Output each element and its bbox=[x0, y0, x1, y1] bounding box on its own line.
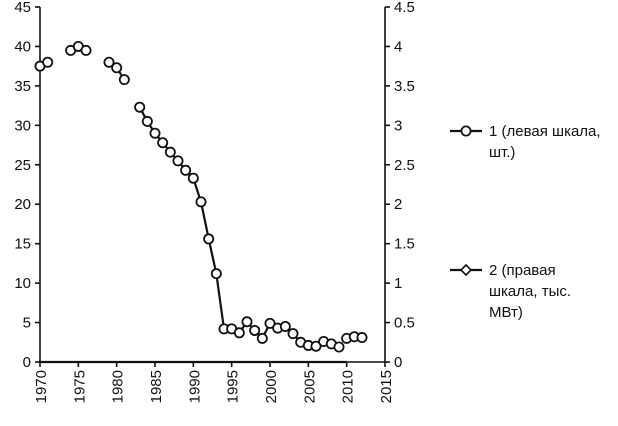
y-left-tick-label: 20 bbox=[14, 196, 31, 213]
series-1-point bbox=[149, 127, 161, 139]
x-tick-label: 2000 bbox=[263, 370, 280, 403]
y-left-tick-label: 0 bbox=[23, 354, 31, 371]
series-1-point bbox=[241, 316, 253, 328]
series-1-point bbox=[180, 164, 192, 176]
legend-label: 2 (правая bbox=[489, 262, 556, 279]
series-1-point bbox=[210, 268, 222, 280]
series-1-point bbox=[42, 56, 54, 68]
x-tick-label: 1985 bbox=[148, 370, 165, 403]
x-tick-label: 2015 bbox=[378, 370, 395, 403]
series-1-point bbox=[134, 101, 146, 113]
legend-label: шт.) bbox=[489, 144, 515, 161]
legend-item-2: 2 (правая шкала, тыс. МВт) bbox=[450, 262, 571, 321]
series-1-point bbox=[233, 327, 245, 339]
legend-swatch-marker bbox=[460, 125, 472, 137]
x-tick-label: 1970 bbox=[33, 370, 50, 403]
y-right-tick-label: 4 bbox=[394, 38, 402, 55]
series-1-point bbox=[287, 328, 299, 340]
y-left-tick-label: 45 bbox=[14, 0, 31, 16]
series-1-point bbox=[249, 324, 261, 336]
series-1-line bbox=[138, 106, 340, 349]
chart-legend: 1 (левая шкала, шт.) 2 (правая шкала, тыс. М… bbox=[450, 123, 601, 321]
x-tick-label: 1990 bbox=[186, 370, 203, 403]
series-1-point bbox=[264, 317, 276, 329]
x-tick-label: 1995 bbox=[225, 370, 242, 403]
y-right-tick-label: 4.5 bbox=[394, 0, 415, 16]
y-right-tick-label: 1 bbox=[394, 275, 402, 292]
y-right-tick-label: 3.5 bbox=[394, 78, 415, 95]
chart-axes: 0 5 10 15 20 25 30 35 40 45 0 0.5 1 1.5 2 2.5 3 3.5 4 4.5 19… bbox=[14, 0, 415, 403]
legend-label: 1 (левая шкала, bbox=[489, 123, 601, 140]
y-left-tick-label: 5 bbox=[23, 315, 31, 332]
legend-item-1: 1 (левая шкала, шт.) bbox=[450, 123, 601, 161]
y-left-tick-label: 30 bbox=[14, 117, 31, 134]
series-1-point bbox=[187, 172, 199, 184]
y-right-tick-label: 0 bbox=[394, 354, 402, 371]
y-right-tick-label: 2.5 bbox=[394, 157, 415, 174]
legend-swatch-marker bbox=[459, 263, 473, 277]
y-left-tick-label: 35 bbox=[14, 78, 31, 95]
series-1-point bbox=[141, 115, 153, 127]
y-right-tick-label: 2 bbox=[394, 196, 402, 213]
x-tick-label: 1980 bbox=[110, 370, 127, 403]
series-1-point bbox=[333, 341, 345, 353]
y-right-tick-label: 3 bbox=[394, 117, 402, 134]
y-left-tick-label: 15 bbox=[14, 236, 31, 253]
series-1-point bbox=[111, 62, 123, 74]
y-right-tick-label: 1.5 bbox=[394, 236, 415, 253]
series-1-point bbox=[157, 137, 169, 149]
y-left-tick-label: 10 bbox=[14, 275, 31, 292]
y-left-tick-label: 25 bbox=[14, 157, 31, 174]
series-1-point bbox=[164, 146, 176, 158]
y-left-tick-label: 40 bbox=[14, 38, 31, 55]
series-1 bbox=[34, 40, 368, 353]
series-1-point bbox=[80, 44, 92, 56]
series-1-point bbox=[118, 74, 130, 86]
x-tick-label: 1975 bbox=[71, 370, 88, 403]
series-1-point bbox=[356, 332, 368, 344]
series-1-point bbox=[195, 196, 207, 208]
x-tick-label: 2010 bbox=[340, 370, 357, 403]
series-1-point bbox=[279, 320, 291, 332]
legend-label: шкала, тыс. bbox=[489, 283, 571, 300]
y-right-tick-label: 0.5 bbox=[394, 315, 415, 332]
chart-series-layer bbox=[34, 40, 368, 364]
series-1-point bbox=[103, 56, 115, 68]
x-tick-label: 2005 bbox=[301, 370, 318, 403]
series-1-point bbox=[172, 155, 184, 167]
legend-label: МВт) bbox=[489, 304, 523, 321]
series-1-point bbox=[256, 332, 268, 344]
series-1-point bbox=[203, 233, 215, 245]
series-1-point bbox=[310, 340, 322, 352]
